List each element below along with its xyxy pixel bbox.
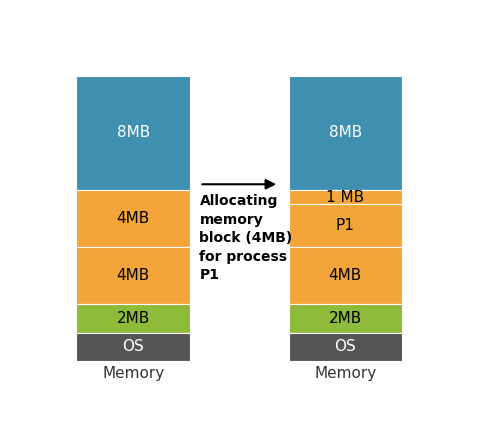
Bar	[76, 76, 189, 190]
Text: 4MB: 4MB	[116, 268, 149, 283]
Bar	[76, 247, 189, 304]
Bar	[288, 190, 401, 204]
Bar	[288, 247, 401, 304]
Text: 2MB: 2MB	[116, 311, 149, 326]
Text: 1 MB: 1 MB	[325, 190, 364, 204]
Text: OS: OS	[122, 339, 143, 354]
Bar	[288, 333, 401, 361]
Text: OS: OS	[334, 339, 355, 354]
Text: 8MB: 8MB	[328, 126, 361, 140]
Text: Allocating
memory
block (4MB)
for process
P1: Allocating memory block (4MB) for proces…	[199, 194, 292, 282]
Text: Memory: Memory	[102, 366, 164, 381]
Text: 8MB: 8MB	[116, 126, 149, 140]
Bar	[76, 190, 189, 247]
Bar	[288, 304, 401, 333]
Text: 4MB: 4MB	[116, 211, 149, 226]
Text: 2MB: 2MB	[328, 311, 361, 326]
Bar	[288, 204, 401, 247]
Text: 4MB: 4MB	[328, 268, 361, 283]
Text: P1: P1	[335, 218, 354, 233]
Bar	[76, 304, 189, 333]
Text: Memory: Memory	[314, 366, 376, 381]
Bar	[288, 76, 401, 190]
Bar	[76, 333, 189, 361]
